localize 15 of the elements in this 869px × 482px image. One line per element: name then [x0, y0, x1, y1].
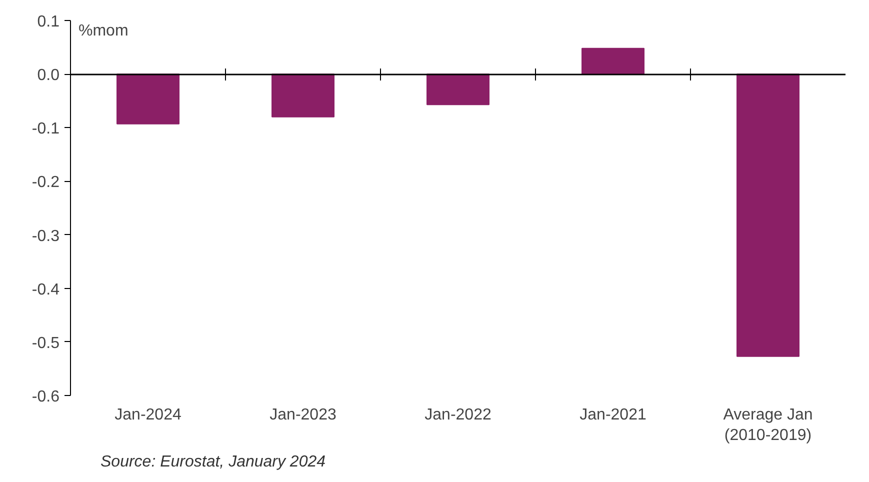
y-tick-label: -0.6	[32, 388, 60, 406]
y-tick-label: -0.2	[32, 174, 60, 192]
y-tick-label: -0.4	[32, 281, 60, 298]
y-tick-label: -0.5	[32, 334, 60, 352]
y-tick-label: -0.3	[32, 228, 60, 245]
x-tick-label: Jan-2021	[580, 406, 646, 424]
source-note: Source: Eurostat, January 2024	[100, 454, 326, 470]
x-tick-label: Jan-2023	[270, 406, 336, 424]
x-tick-label: Average Jan (2010-2019)	[723, 406, 813, 444]
x-tick-label: Jan-2022	[424, 406, 492, 424]
x-tick-label: Jan-2024	[114, 406, 182, 424]
y-tick-label: 0.0	[37, 67, 60, 84]
y-axis-title: %mom	[78, 22, 128, 40]
y-tick-label: -0.1	[32, 120, 60, 138]
y-tick-label: 0.1	[37, 14, 60, 30]
